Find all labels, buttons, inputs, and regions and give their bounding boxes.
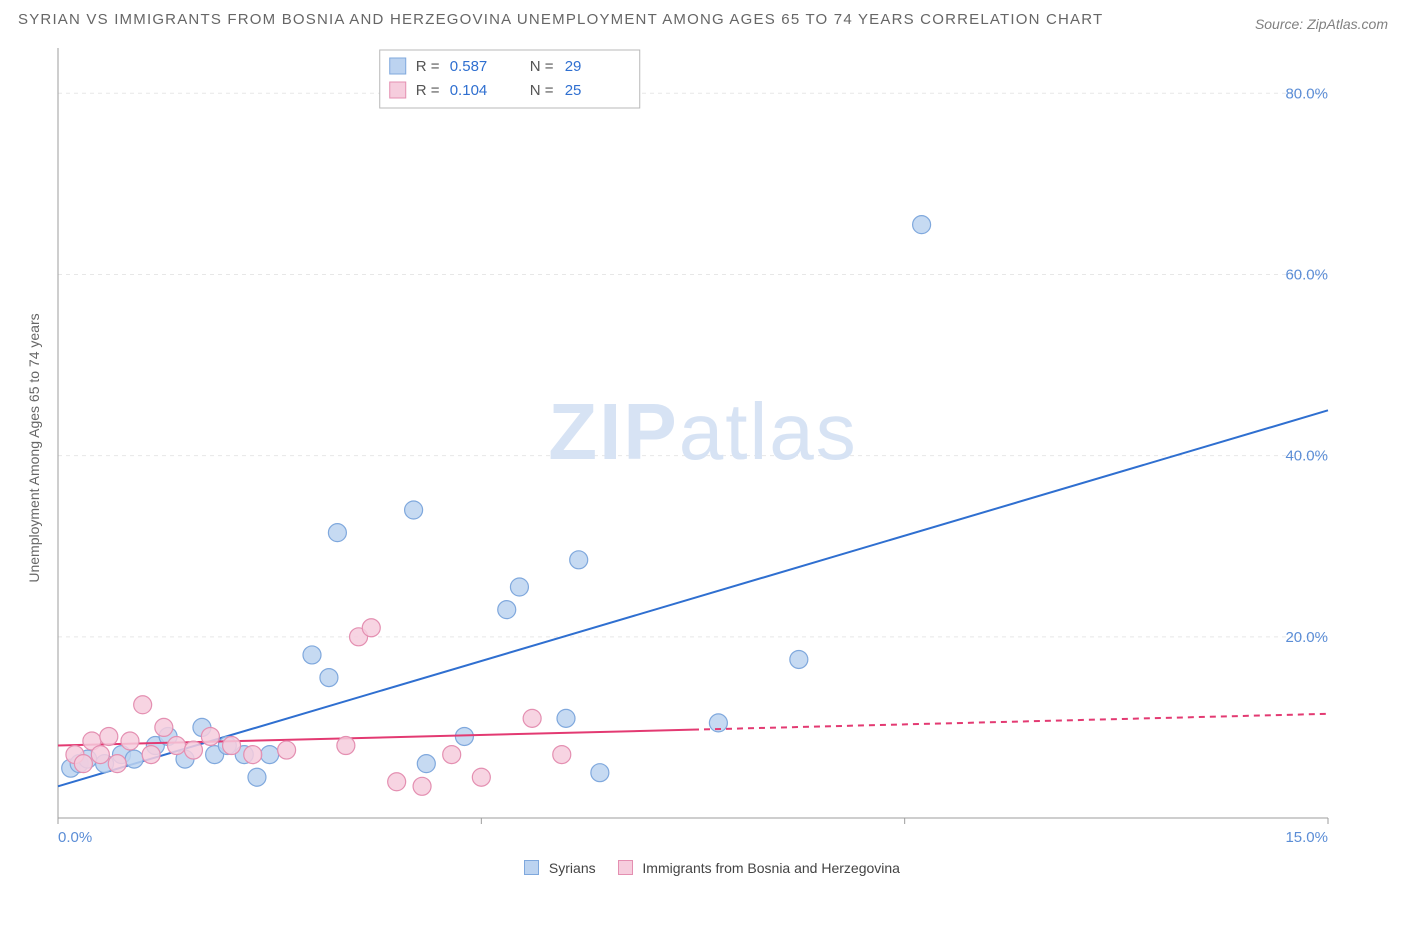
- chart-source: Source: ZipAtlas.com: [1255, 16, 1388, 32]
- bottom-legend: Syrians Immigrants from Bosnia and Herze…: [18, 860, 1388, 876]
- y-axis-label: Unemployment Among Ages 65 to 74 years: [26, 313, 42, 582]
- legend-swatch-syrians: [524, 860, 539, 875]
- legend-swatch-bosnia: [618, 860, 633, 875]
- svg-text:R =: R =: [416, 58, 440, 75]
- svg-text:25: 25: [565, 82, 582, 99]
- chart-area: Unemployment Among Ages 65 to 74 years Z…: [18, 38, 1388, 858]
- chart-header: SYRIAN VS IMMIGRANTS FROM BOSNIA AND HER…: [18, 8, 1388, 32]
- svg-text:15.0%: 15.0%: [1285, 829, 1328, 846]
- svg-text:N =: N =: [530, 82, 554, 99]
- legend-label-bosnia: Immigrants from Bosnia and Herzegovina: [642, 860, 900, 876]
- svg-text:R =: R =: [416, 82, 440, 99]
- svg-text:0.587: 0.587: [450, 58, 488, 75]
- svg-text:40.0%: 40.0%: [1285, 448, 1328, 465]
- svg-text:60.0%: 60.0%: [1285, 266, 1328, 283]
- svg-text:80.0%: 80.0%: [1285, 85, 1328, 102]
- svg-text:N =: N =: [530, 58, 554, 75]
- svg-text:0.104: 0.104: [450, 82, 488, 99]
- scatter-plot: 20.0% 40.0% 60.0% 80.0% 0.0% 15.0% R = 0.587 N =…: [18, 38, 1338, 858]
- svg-text:0.0%: 0.0%: [58, 829, 92, 846]
- legend-label-syrians: Syrians: [549, 860, 596, 876]
- svg-text:29: 29: [565, 58, 582, 75]
- chart-title: SYRIAN VS IMMIGRANTS FROM BOSNIA AND HER…: [18, 8, 1103, 32]
- svg-text:20.0%: 20.0%: [1285, 629, 1328, 646]
